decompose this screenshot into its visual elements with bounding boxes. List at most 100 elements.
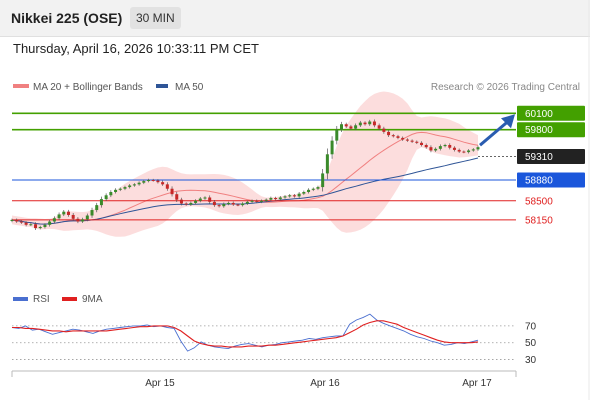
candle [316,187,320,189]
candle [382,128,386,132]
candle [292,195,296,197]
candle [434,148,438,151]
rsi-tick-label: 30 [525,355,537,366]
level-label-box [517,122,585,138]
candle [189,202,193,205]
candle [363,122,367,125]
candle [325,154,329,174]
candle [123,187,127,189]
projection-arrow-shaft [479,121,508,147]
legend-9ma-label: 9MA [82,294,103,305]
rsi-tick-label: 50 [525,338,537,349]
candle [203,197,207,199]
level-label: 60100 [525,109,553,120]
candle [208,197,212,202]
legend-swatch-ma20 [13,84,29,88]
level-label-box [517,148,585,164]
candle [297,193,301,197]
candle [90,210,94,216]
level-label: 58150 [525,215,553,226]
x-tick-label: Apr 16 [310,378,340,389]
candle [387,131,391,136]
legend-swatch-rsi [13,297,28,301]
candle [62,211,66,215]
candle [99,199,103,206]
candle [410,140,414,142]
candle [10,219,14,221]
candle [217,205,221,207]
candle [354,125,358,129]
candle [330,140,334,155]
candle [405,139,409,141]
candle [222,204,226,207]
legend-rsi-label: RSI [33,294,50,305]
candle [476,147,480,150]
level-label-box [517,105,585,121]
candle [302,192,306,194]
candle [396,136,400,138]
candle [250,200,254,202]
candle [344,124,348,127]
candle [198,198,202,201]
candle [29,224,33,226]
level-label: 58880 [525,175,553,186]
legend-swatch-9ma [62,297,77,301]
candle [283,196,287,198]
legend-swatch-ma50 [156,84,168,88]
candle [241,203,245,206]
candle [132,184,136,186]
candle [335,129,339,141]
candle [52,218,56,222]
level-label: 59310 [525,152,553,163]
candle [118,188,122,190]
candle [311,188,315,190]
candle [179,199,183,204]
candle [349,126,353,129]
candle [57,214,61,219]
level-label-box [517,172,585,188]
candle [15,219,19,222]
candle [372,121,376,126]
candle [236,204,240,206]
candle [391,135,395,137]
candle [321,173,325,188]
level-label: 58500 [525,196,553,207]
candle [104,195,108,200]
candle [95,205,99,211]
x-tick-label: Apr 17 [462,378,492,389]
candle [151,179,155,181]
candle [424,145,428,148]
header-bar: Nikkei 225 (OSE) 30 MIN [0,0,590,37]
legend-ma50-label: MA 50 [175,82,204,93]
candle [81,219,85,222]
candle [38,226,42,229]
candle [377,125,381,129]
candle [278,197,282,200]
candle [43,224,47,227]
candle [71,214,75,219]
candle [368,121,372,125]
candle [19,221,23,223]
candle [259,200,263,202]
candle [467,150,471,153]
candle [457,149,461,152]
candle [137,182,141,185]
candle [274,198,278,200]
timeframe-button[interactable]: 30 MIN [130,7,181,29]
candle [420,142,424,146]
datetime-label: Thursday, April 16, 2026 10:33:11 PM CET [13,41,259,56]
legend-ma20-label: MA 20 + Bollinger Bands [33,82,143,93]
projection-arrow-head [501,114,515,129]
candle [452,147,456,150]
candle [269,198,273,200]
candle [156,180,160,183]
candle [438,146,442,149]
candle [184,203,188,205]
candle [170,188,174,195]
candle [66,211,70,215]
candle [48,221,52,225]
candle [165,184,169,189]
candle [175,194,179,200]
